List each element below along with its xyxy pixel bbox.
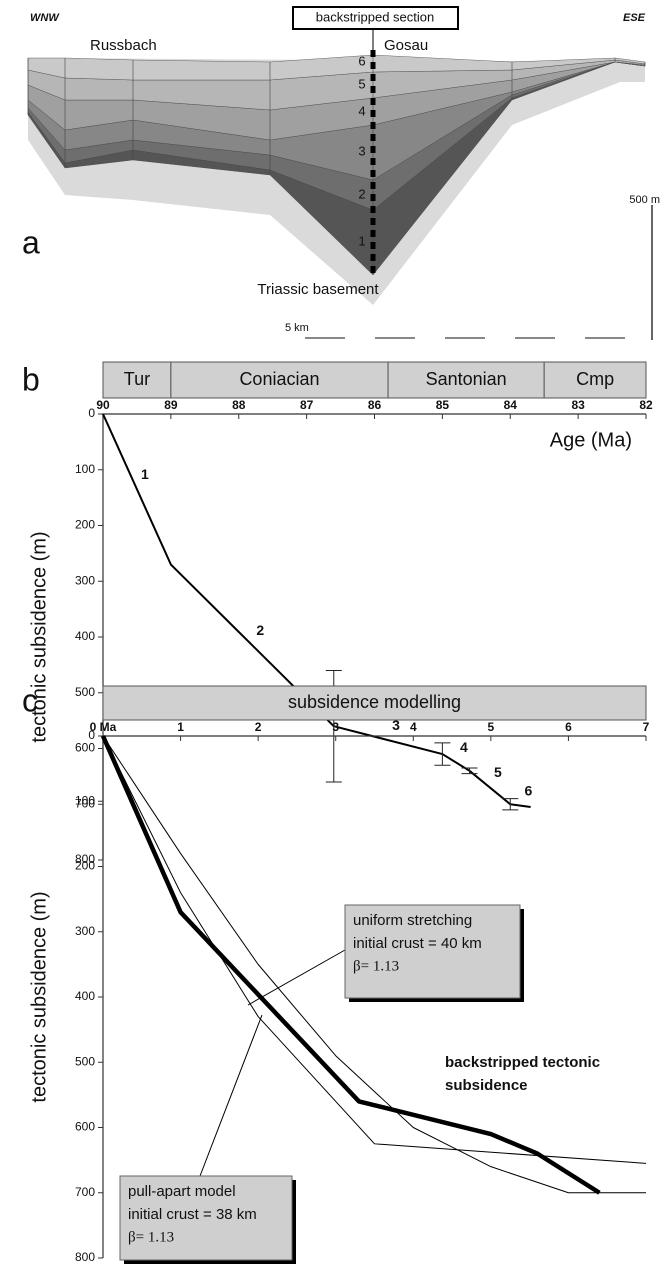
x-tick-label: 5 bbox=[488, 720, 495, 734]
annotation-text: initial crust = 40 km bbox=[353, 935, 482, 952]
section-label: backstripped section bbox=[316, 9, 435, 24]
x-tick-label: 82 bbox=[639, 398, 653, 412]
annotation-text: initial crust = 38 km bbox=[128, 1206, 257, 1223]
y-tick-label: 800 bbox=[75, 1250, 95, 1264]
layer-number: 5 bbox=[358, 76, 365, 91]
annotation-text: β= 1.13 bbox=[128, 1229, 174, 1245]
data-line bbox=[100, 735, 601, 1195]
x-tick-label: 87 bbox=[300, 398, 314, 412]
y-axis-title: tectonic subsidence (m) bbox=[28, 891, 50, 1102]
x-tick-label: 2 bbox=[255, 720, 262, 734]
annotation-text: uniform stretching bbox=[353, 912, 472, 929]
segment-label: 1 bbox=[141, 466, 149, 482]
x-tick-label: 83 bbox=[571, 398, 585, 412]
stage-name: Santonian bbox=[426, 369, 507, 389]
x-tick-label: 6 bbox=[565, 720, 572, 734]
segment-label: 2 bbox=[256, 622, 264, 638]
y-tick-label: 300 bbox=[75, 924, 95, 938]
y-tick-label: 500 bbox=[75, 685, 95, 699]
layer-number: 6 bbox=[358, 53, 365, 68]
layer-number: 3 bbox=[358, 143, 365, 158]
stage-box bbox=[387, 361, 545, 399]
y-tick-label: 0 bbox=[88, 406, 95, 420]
x-tick-label: 3 bbox=[332, 720, 339, 734]
scale-label: 5 km bbox=[285, 322, 309, 334]
y-tick-label: 200 bbox=[75, 859, 95, 873]
y-tick-label: 300 bbox=[75, 573, 95, 587]
annotation-text: pull-apart model bbox=[128, 1183, 236, 1200]
layer-number: 4 bbox=[358, 103, 365, 118]
direction-label: ESE bbox=[623, 12, 646, 24]
segment-label: 6 bbox=[525, 782, 533, 798]
callout-box bbox=[119, 1175, 293, 1261]
stage-name: Tur bbox=[124, 369, 150, 389]
y-tick-label: 200 bbox=[75, 518, 95, 532]
data-line bbox=[102, 735, 647, 1164]
y-axis-title: tectonic subsidence (m) bbox=[28, 531, 50, 742]
callout-box bbox=[344, 904, 521, 999]
x-tick-label: 4 bbox=[410, 720, 417, 734]
y-tick-label: 600 bbox=[75, 741, 95, 755]
x-tick-label: 90 bbox=[96, 398, 110, 412]
stage-box bbox=[102, 361, 172, 399]
panel-label: a bbox=[22, 224, 40, 260]
y-tick-label: 100 bbox=[75, 793, 95, 807]
panel-label: c bbox=[22, 682, 38, 718]
callout-pointer bbox=[247, 949, 346, 1006]
panel-label: b bbox=[22, 361, 40, 397]
annotation-text: backstripped tectonic bbox=[445, 1054, 600, 1071]
layer-number: 1 bbox=[358, 233, 365, 248]
basement-label: Triassic basement bbox=[257, 281, 379, 298]
x-axis-title: Age (Ma) bbox=[550, 429, 632, 451]
stage-name: Coniacian bbox=[239, 369, 319, 389]
segment-label: 4 bbox=[460, 739, 468, 755]
x-tick-label: 88 bbox=[232, 398, 246, 412]
data-line bbox=[102, 735, 646, 1194]
segment-label: 3 bbox=[392, 717, 400, 733]
y-tick-label: 700 bbox=[75, 796, 95, 810]
annotation-text: subsidence bbox=[445, 1077, 528, 1094]
y-tick-label: 400 bbox=[75, 989, 95, 1003]
y-tick-label: 400 bbox=[75, 629, 95, 643]
callout-pointer bbox=[199, 1014, 263, 1177]
x-tick-label: 1 bbox=[177, 720, 184, 734]
stage-box bbox=[170, 361, 389, 399]
x-tick-label: 84 bbox=[504, 398, 518, 412]
direction-label: WNW bbox=[30, 12, 60, 24]
section-label-box bbox=[292, 6, 459, 30]
chart-title: subsidence modelling bbox=[288, 692, 461, 712]
x-tick-label: 85 bbox=[436, 398, 450, 412]
y-tick-label: 500 bbox=[75, 1054, 95, 1068]
y-tick-label: 100 bbox=[75, 462, 95, 476]
layer-number: 2 bbox=[358, 186, 365, 201]
locality: Gosau bbox=[384, 37, 428, 54]
stage-box bbox=[543, 361, 647, 399]
x-tick-label: 0 Ma bbox=[90, 720, 117, 734]
x-tick-label: 86 bbox=[368, 398, 382, 412]
locality: Russbach bbox=[90, 37, 157, 54]
scale-label: 500 m bbox=[629, 194, 660, 206]
annotation-text: β= 1.13 bbox=[353, 958, 399, 974]
x-tick-label: 7 bbox=[643, 720, 650, 734]
y-tick-label: 800 bbox=[75, 852, 95, 866]
y-tick-label: 600 bbox=[75, 1120, 95, 1134]
segment-label: 5 bbox=[494, 764, 502, 780]
x-tick-label: 89 bbox=[164, 398, 178, 412]
stage-name: Cmp bbox=[576, 369, 614, 389]
y-tick-label: 0 bbox=[88, 728, 95, 742]
y-tick-label: 700 bbox=[75, 1185, 95, 1199]
title-box bbox=[102, 685, 647, 721]
